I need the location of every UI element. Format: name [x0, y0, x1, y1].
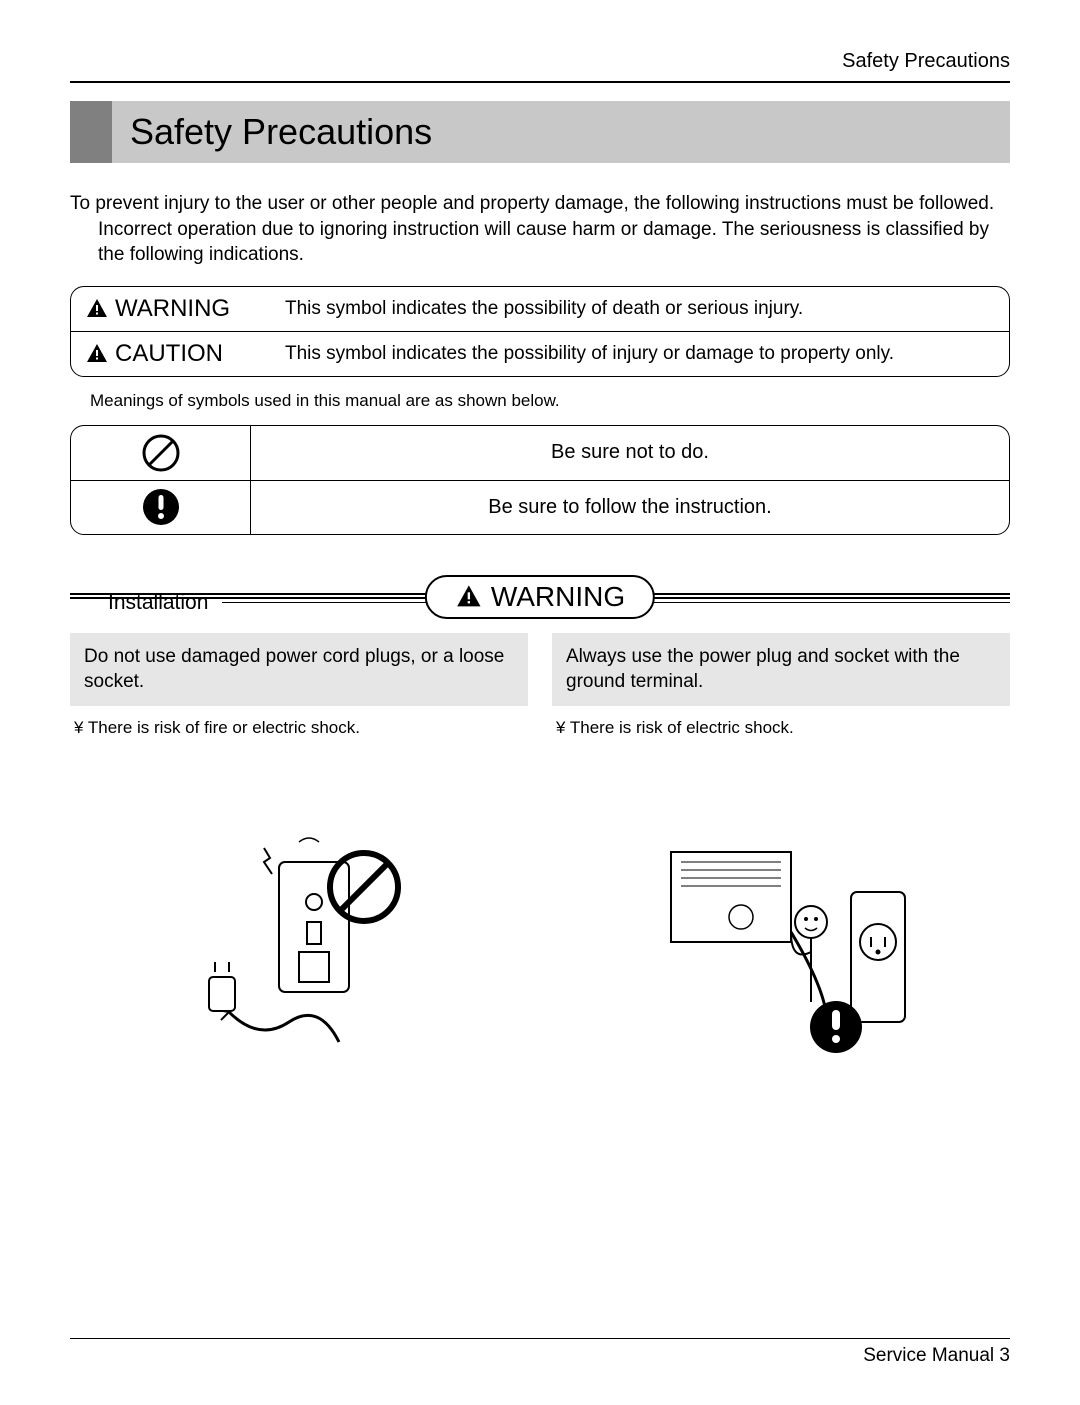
illustration-right [552, 782, 1010, 1102]
exclaim-icon [141, 487, 181, 527]
legend-desc-warning: This symbol indicates the possibility of… [285, 298, 803, 320]
instruction-grid: Do not use damaged power cord plugs, or … [70, 633, 1010, 1102]
prohibit-icon [141, 433, 181, 473]
legend-box: WARNING This symbol indicates the possib… [70, 286, 1010, 377]
symbol-row-prohibit: Be sure not to do. [71, 426, 1009, 480]
symbol-text-follow: Be sure to follow the instruction. [251, 496, 1009, 519]
header-text: Safety Precautions [842, 50, 1010, 73]
exclaim-icon-cell [71, 481, 251, 534]
instruction-col-right: Always use the power plug and socket wit… [552, 633, 1010, 1102]
page-title: Safety Precautions [112, 101, 432, 163]
intro-block: To prevent injury to the user or other p… [70, 191, 1010, 268]
instruction-note-left: ¥ There is risk of fire or electric shoc… [70, 706, 528, 742]
legend-label-caution: CAUTION [85, 340, 285, 368]
warning-triangle-icon [85, 342, 109, 366]
footer-text: Service Manual 3 [863, 1345, 1010, 1366]
instruction-box-right: Always use the power plug and socket wit… [552, 633, 1010, 706]
page: Safety Precautions Safety Precautions To… [0, 0, 1080, 1405]
symbol-text-prohibit: Be sure not to do. [251, 441, 1009, 464]
instruction-col-left: Do not use damaged power cord plugs, or … [70, 633, 528, 1102]
illustration-left [70, 782, 528, 1102]
title-bar: Safety Precautions [70, 101, 1010, 163]
legend-row-caution: CAUTION This symbol indicates the possib… [71, 331, 1009, 376]
intro-line-1: To prevent injury to the user or other p… [70, 191, 1010, 217]
symbol-row-follow: Be sure to follow the instruction. [71, 480, 1009, 534]
warning-pill-label: WARNING [491, 581, 625, 613]
legend-label-text: WARNING [115, 295, 230, 323]
prohibit-icon-cell [71, 426, 251, 480]
legend-label-text: CAUTION [115, 340, 223, 368]
warning-triangle-icon [455, 583, 483, 611]
running-header: Safety Precautions [70, 50, 1010, 73]
legend-desc-caution: This symbol indicates the possibility of… [285, 343, 894, 365]
warning-pill: WARNING [425, 575, 655, 619]
symbol-box: Be sure not to do. Be sure to follow the… [70, 425, 1010, 535]
legend-label-warning: WARNING [85, 295, 285, 323]
instruction-note-right: ¥ There is risk of electric shock. [552, 706, 1010, 742]
instruction-box-left: Do not use damaged power cord plugs, or … [70, 633, 528, 706]
title-square [70, 101, 112, 163]
meanings-text: Meanings of symbols used in this manual … [70, 391, 1010, 411]
warning-triangle-icon [85, 297, 109, 321]
header-rule [70, 81, 1010, 83]
legend-row-warning: WARNING This symbol indicates the possib… [71, 287, 1009, 331]
intro-line-2: Incorrect operation due to ignoring inst… [70, 217, 1010, 268]
damaged-cord-illustration [169, 812, 429, 1072]
ground-terminal-illustration [641, 822, 921, 1062]
page-footer: Service Manual 3 [70, 1338, 1010, 1367]
